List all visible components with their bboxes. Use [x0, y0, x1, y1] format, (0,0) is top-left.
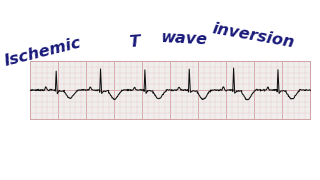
Text: T: T — [128, 35, 140, 50]
Text: wave: wave — [160, 30, 207, 48]
Text: Ischemic: Ischemic — [3, 36, 84, 69]
Text: inversion: inversion — [211, 21, 296, 50]
Bar — [30, 61, 310, 119]
